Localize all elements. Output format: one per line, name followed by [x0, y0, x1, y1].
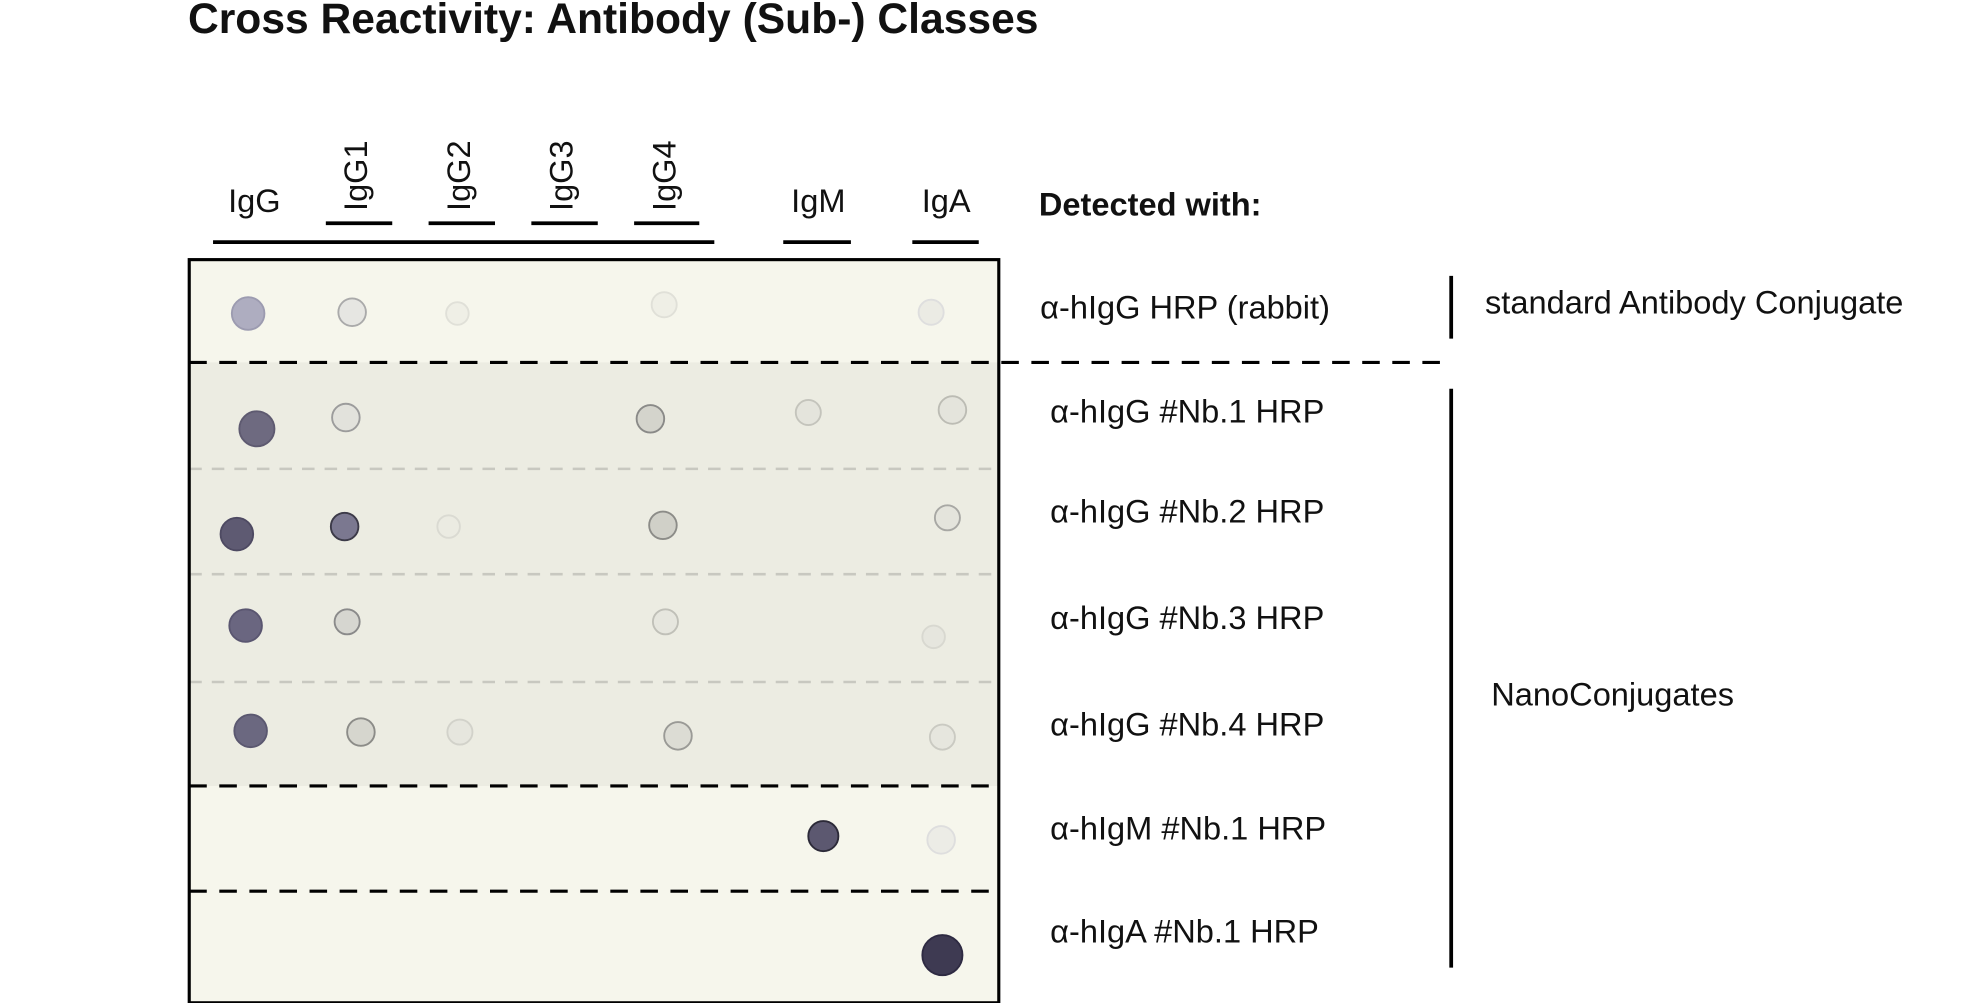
group-label: standard Antibody Conjugate — [1485, 284, 1903, 320]
column-label: IgG3 — [544, 140, 580, 211]
column-label: IgM — [791, 183, 845, 219]
title: Cross Reactivity: Antibody (Sub-) Classe… — [188, 0, 1038, 43]
dots — [219, 291, 968, 977]
column-label: IgG — [228, 183, 281, 219]
column-label: IgA — [922, 183, 971, 219]
group-label: NanoConjugates — [1491, 677, 1734, 713]
membrane — [187, 258, 1442, 1003]
column-underlines — [213, 221, 979, 244]
column-label: IgG1 — [338, 140, 374, 211]
detected-with: Detected with: — [1039, 187, 1262, 223]
row-label: α-hIgM #Nb.1 HRP — [1050, 811, 1326, 847]
column-label: IgG2 — [441, 140, 477, 211]
row-label: α-hIgG #Nb.3 HRP — [1050, 600, 1324, 636]
row-label: α-hIgG #Nb.4 HRP — [1050, 707, 1324, 743]
row-label: α-hIgA #Nb.1 HRP — [1050, 913, 1319, 949]
row-label: α-hIgG #Nb.2 HRP — [1050, 494, 1324, 530]
row-label: α-hIgG #Nb.1 HRP — [1050, 393, 1324, 429]
row-label: α-hIgG HRP (rabbit) — [1040, 289, 1330, 325]
column-label: IgG4 — [646, 140, 682, 211]
